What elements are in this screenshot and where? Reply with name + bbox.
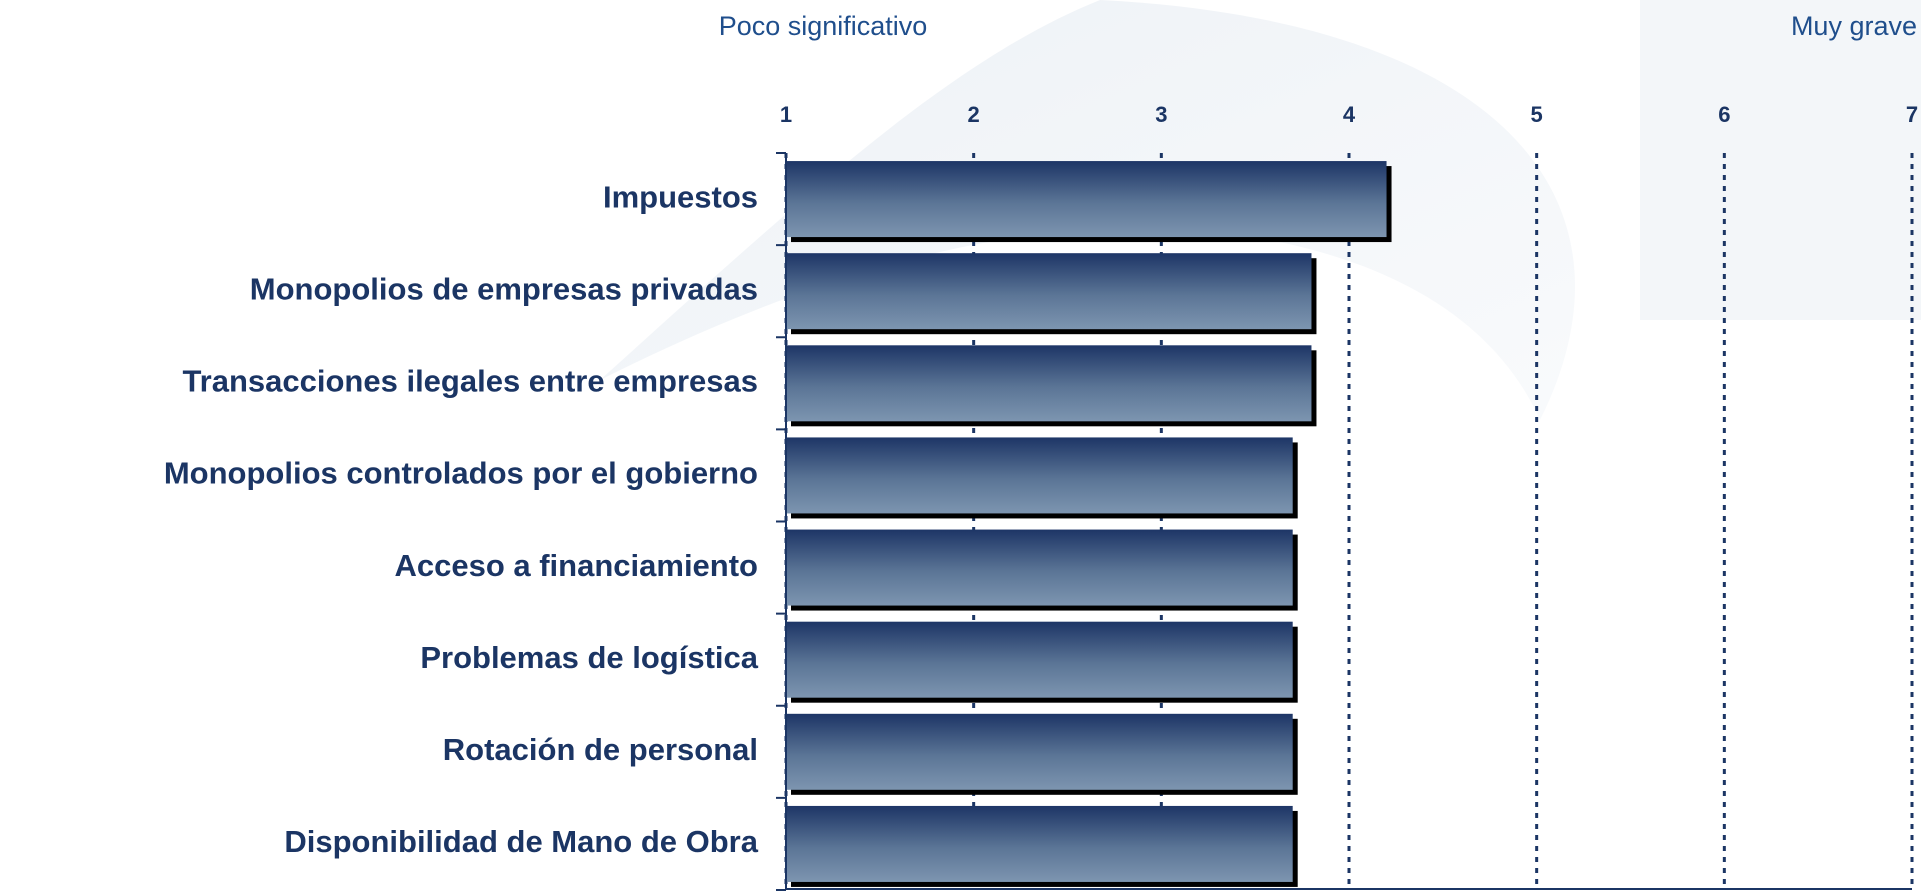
x-tick-label: 6: [1718, 102, 1730, 127]
background-panel: [1640, 0, 1921, 320]
y-tick-label: Impuestos: [603, 179, 758, 214]
x-tick-label: 7: [1906, 102, 1918, 127]
y-tick-label: Problemas de logística: [420, 640, 758, 675]
scale-high-label: Muy grave: [1791, 11, 1917, 41]
bar: [786, 345, 1312, 422]
x-tick-label: 4: [1343, 102, 1356, 127]
bars: [786, 161, 1392, 887]
bar: [786, 805, 1293, 882]
bar: [786, 713, 1293, 790]
axes: 1 2 3 4 5 6 7 Impuestos Monopolios de empresas p…: [164, 102, 1918, 891]
x-tick-label: 1: [780, 102, 792, 127]
y-tick-label: Transacciones ilegales entre empresas: [182, 364, 758, 399]
bar: [786, 529, 1293, 606]
bar: [786, 161, 1387, 238]
y-tick-label: Rotación de personal: [443, 732, 758, 767]
y-tick-label: Monopolios controlados por el gobierno: [164, 456, 758, 491]
bar: [786, 621, 1293, 698]
x-tick-label: 5: [1531, 102, 1543, 127]
y-tick-label: Acceso a financiamiento: [394, 548, 758, 583]
scale-low-label: Poco significativo: [719, 11, 928, 41]
x-tick-label: 3: [1155, 102, 1167, 127]
bar: [786, 437, 1293, 514]
y-tick-label: Disponibilidad de Mano de Obra: [284, 824, 758, 859]
y-tick-label: Monopolios de empresas privadas: [250, 271, 758, 306]
bar: [786, 253, 1312, 330]
x-tick-label: 2: [968, 102, 980, 127]
